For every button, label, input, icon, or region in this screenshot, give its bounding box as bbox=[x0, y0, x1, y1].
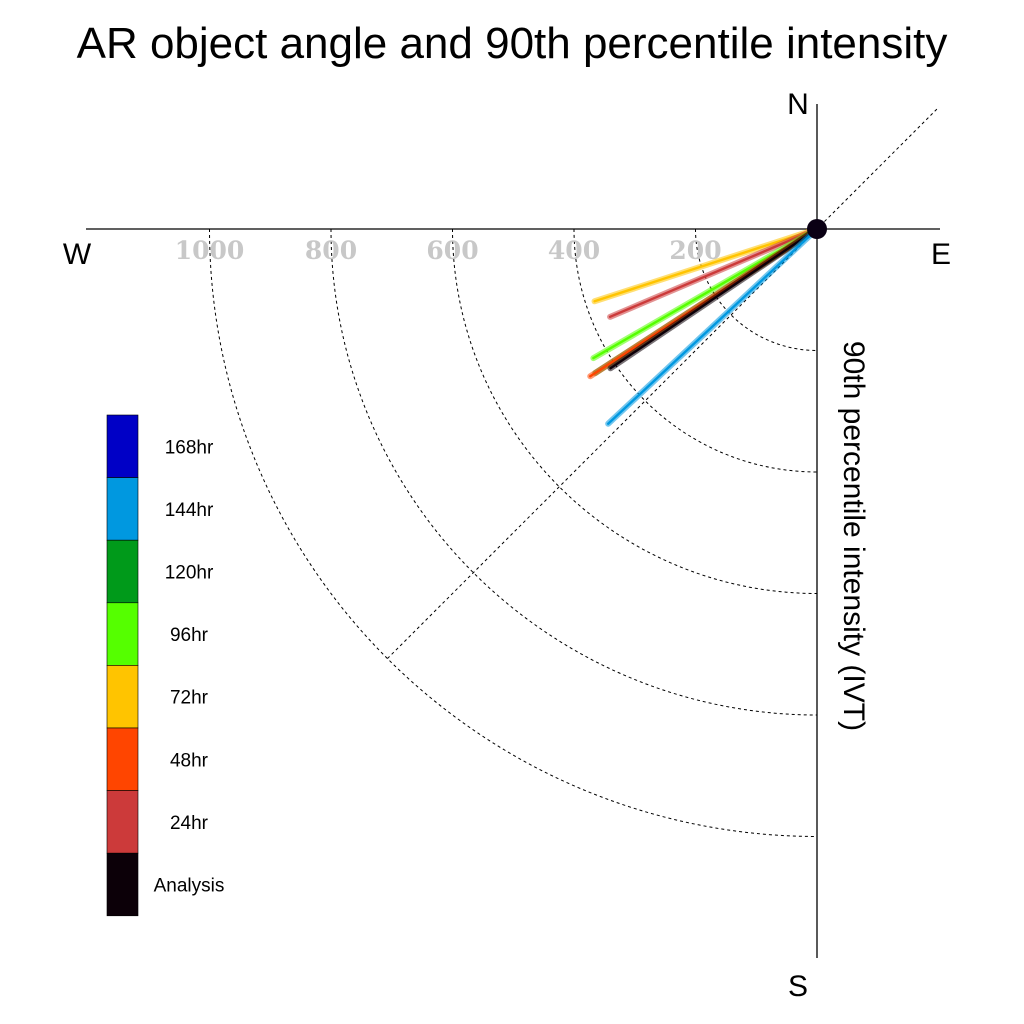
vector-24hr bbox=[607, 226, 820, 320]
vector-72hr bbox=[591, 226, 820, 305]
grid-arc-400 bbox=[573, 228, 818, 473]
legend-label-96hr: 96hr bbox=[170, 625, 209, 646]
legend-swatch-analysis bbox=[106, 852, 139, 917]
vector-144hr bbox=[605, 226, 820, 427]
legend-swatch-120hr bbox=[106, 539, 139, 604]
vector-analysis-line bbox=[609, 227, 819, 370]
grid-arc-1000 bbox=[209, 228, 818, 837]
origin-marker bbox=[807, 219, 827, 239]
legend-swatch-144hr bbox=[106, 477, 139, 541]
polar-grid bbox=[209, 106, 940, 837]
legend-swatch-72hr bbox=[106, 665, 139, 729]
vector-24hr-line bbox=[608, 227, 819, 319]
compass-east: E bbox=[931, 238, 951, 271]
legend-label-24hr: 24hr bbox=[170, 813, 209, 834]
legend: 168hr 144hr 120hr 96hr 72hr 48hr 24hr Analysis bbox=[106, 414, 225, 917]
compass-north: N bbox=[787, 88, 809, 121]
compass-west: W bbox=[63, 238, 92, 271]
y-axis-label: 90th percentile intensity (IVT) bbox=[837, 341, 870, 731]
grid-arc-200 bbox=[695, 228, 818, 351]
legend-swatch-168hr bbox=[106, 414, 139, 478]
legend-swatch-48hr bbox=[106, 727, 139, 791]
compass-south: S bbox=[788, 970, 808, 1003]
radial-tick-label-600: 600 bbox=[426, 236, 478, 265]
vector-72hr-line bbox=[593, 227, 819, 303]
legend-swatch-24hr bbox=[106, 790, 139, 854]
grid-arc-800 bbox=[330, 228, 818, 716]
legend-label-48hr: 48hr bbox=[170, 750, 209, 771]
legend-label-analysis: Analysis bbox=[154, 876, 225, 897]
vector-analysis bbox=[607, 226, 820, 372]
radial-tick-label-400: 400 bbox=[548, 236, 600, 265]
legend-label-168hr: 168hr bbox=[165, 437, 214, 458]
radial-tick-label-1000: 1000 bbox=[175, 236, 245, 265]
grid-diagonal bbox=[387, 106, 940, 659]
vector-144hr-line bbox=[606, 227, 819, 425]
radial-tick-label-800: 800 bbox=[305, 236, 357, 265]
chart-title: AR object angle and 90th percentile inte… bbox=[77, 19, 948, 68]
legend-label-144hr: 144hr bbox=[165, 500, 214, 521]
legend-label-120hr: 120hr bbox=[165, 563, 214, 584]
legend-swatch-96hr bbox=[106, 602, 139, 666]
intensity-vectors bbox=[587, 226, 820, 427]
legend-label-72hr: 72hr bbox=[170, 688, 209, 709]
grid-arc-600 bbox=[452, 228, 818, 594]
